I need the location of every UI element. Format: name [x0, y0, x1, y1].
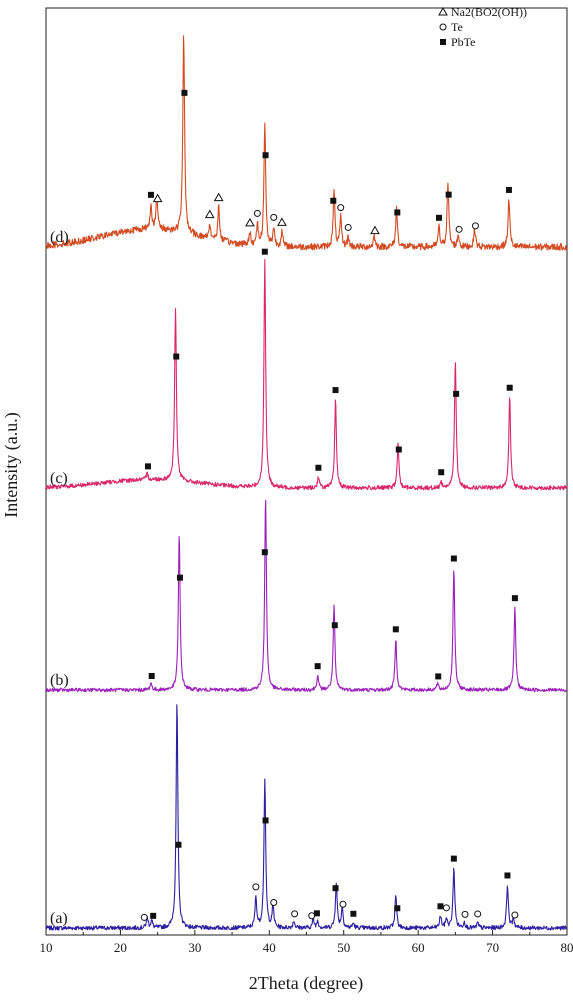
peak-marker-triangle: [213, 192, 224, 202]
legend-square-icon: [440, 39, 446, 45]
legend-triangle-icon: [438, 6, 448, 16]
peak-marker-circle: [337, 204, 345, 212]
peak-marker-circle: [270, 899, 278, 907]
peak-marker-square: [262, 152, 269, 159]
x-axis-group: 10 20 30 40 50 60 70 80: [40, 930, 573, 955]
peak-marker-square: [315, 464, 322, 471]
peak-marker-square: [506, 384, 513, 391]
series-line-3: [45, 258, 568, 491]
peak-marker-circle: [511, 911, 519, 919]
peak-marker-square: [173, 353, 180, 360]
x-axis-title: 2Theta (degree): [249, 973, 363, 994]
series-label-3: (c): [50, 470, 68, 487]
peak-marker-square: [332, 885, 339, 892]
peak-marker-square: [450, 555, 457, 562]
legend-label: Te: [451, 20, 463, 34]
plot-frame: [45, 7, 568, 936]
peak-marker-square: [313, 910, 320, 917]
peak-marker-square: [392, 626, 399, 633]
peak-marker-square: [147, 191, 154, 198]
peak-marker-group: [140, 89, 519, 921]
legend-label: PbTe: [451, 35, 476, 49]
legend-label: Na2(BO2(OH)): [451, 5, 527, 19]
peak-marker-square: [314, 663, 321, 670]
peak-marker-square: [450, 855, 457, 862]
x-tick-label: 50: [337, 940, 350, 955]
peak-marker-triangle: [245, 217, 255, 227]
peak-marker-circle: [339, 900, 347, 908]
series-line-2: [45, 499, 568, 693]
series-label-1: (a): [50, 910, 68, 927]
peak-marker-square: [262, 817, 269, 824]
peak-marker-circle: [291, 910, 299, 918]
peak-marker-circle: [308, 912, 316, 920]
x-tick-label: 40: [263, 940, 276, 955]
peak-marker-circle: [253, 209, 261, 217]
series-line-4: [45, 35, 568, 251]
peak-marker-circle: [140, 913, 148, 921]
series-line-1: [45, 704, 568, 931]
plot-frame-group: [45, 7, 568, 936]
peak-marker-square: [435, 673, 442, 680]
peak-marker-square: [175, 841, 182, 848]
peak-marker-square: [394, 209, 401, 216]
peak-marker-circle: [270, 213, 278, 221]
peak-marker-square: [438, 469, 445, 476]
peak-marker-circle: [471, 222, 479, 230]
peak-marker-square: [144, 463, 151, 470]
peak-marker-square: [395, 446, 402, 453]
peak-marker-square: [511, 595, 518, 602]
peak-marker-square: [330, 197, 337, 204]
peak-marker-square: [435, 214, 442, 221]
peak-marker-square: [176, 574, 183, 581]
peak-marker-square: [350, 910, 357, 917]
x-tick-label: 80: [561, 940, 573, 955]
peak-marker-triangle: [277, 217, 287, 226]
peak-marker-square: [445, 191, 452, 198]
peak-marker-square: [453, 390, 460, 397]
peak-marker-square: [181, 89, 188, 96]
legend-circle-icon: [439, 23, 447, 31]
peak-marker-square: [505, 186, 512, 193]
peak-marker-square: [331, 622, 338, 629]
peak-marker-square: [504, 872, 511, 879]
peak-marker-circle: [442, 904, 450, 912]
peak-marker-triangle: [370, 225, 380, 235]
x-tick-label: 70: [486, 940, 499, 955]
x-tick-label: 20: [114, 940, 127, 955]
peak-marker-square: [261, 549, 268, 556]
peak-marker-circle: [252, 883, 260, 891]
peak-marker-square: [332, 387, 339, 394]
peak-marker-square: [437, 903, 444, 910]
peak-marker-square: [261, 248, 268, 255]
peak-marker-circle: [344, 223, 352, 231]
series-group: (a) (b) (c) (d): [45, 35, 568, 931]
peak-marker-triangle: [152, 193, 163, 203]
y-axis-title: Intensity (a.u.): [1, 412, 22, 517]
peak-marker-square: [150, 912, 157, 919]
peak-marker-circle: [461, 910, 469, 918]
x-tick-label: 60: [412, 940, 425, 955]
series-label-4: (d): [50, 229, 69, 246]
peak-marker-circle: [474, 910, 482, 918]
x-tick-label: 30: [188, 940, 201, 955]
peak-marker-circle: [455, 225, 463, 233]
peak-marker-square: [394, 905, 401, 912]
series-label-2: (b): [50, 672, 69, 689]
peak-marker-triangle: [204, 209, 215, 219]
x-tick-label: 10: [40, 940, 53, 955]
peak-marker-square: [148, 672, 155, 679]
